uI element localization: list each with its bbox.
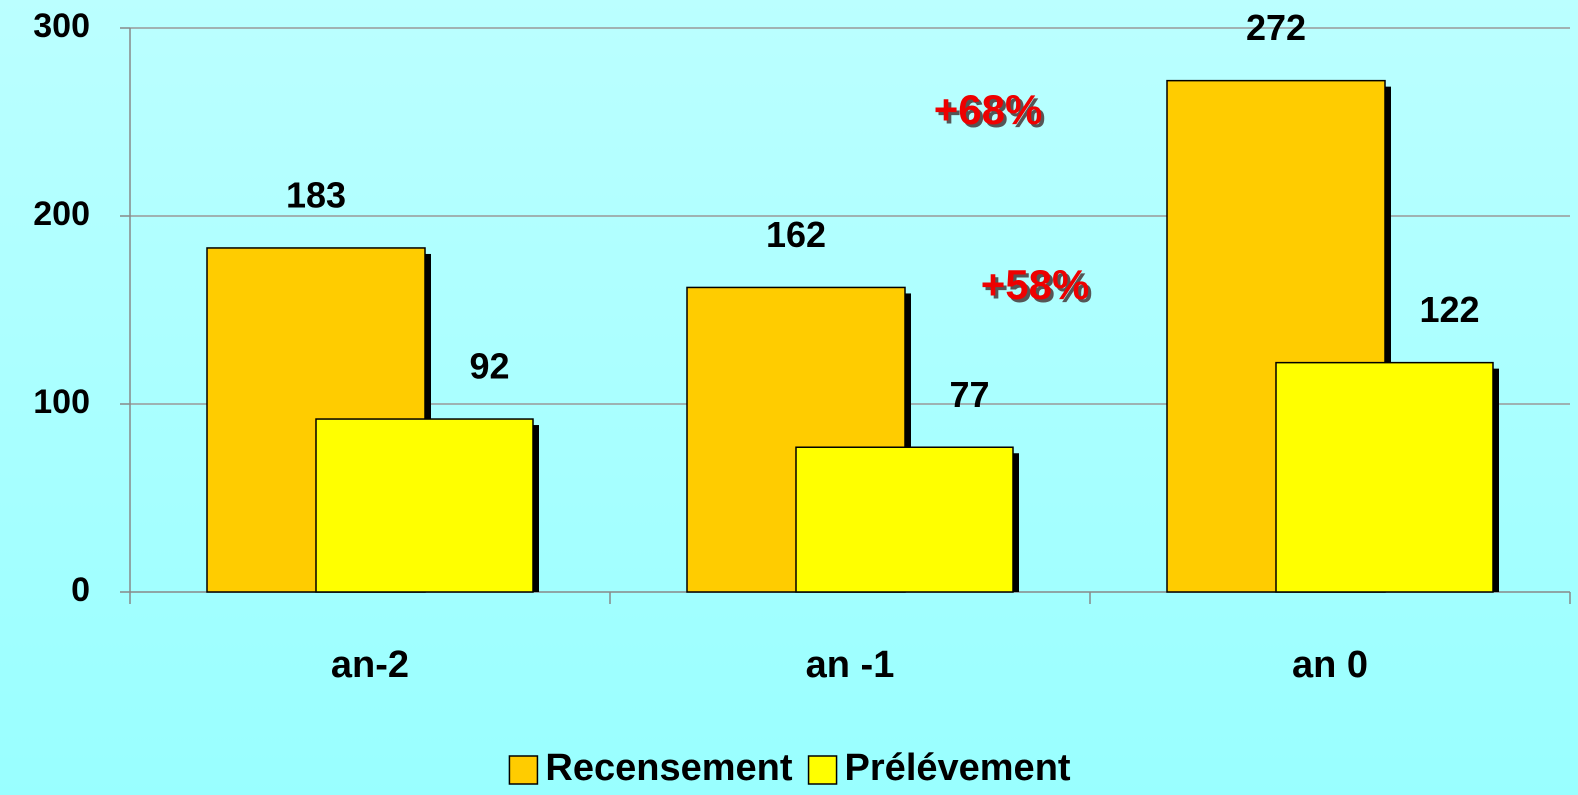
bar xyxy=(315,418,534,593)
data-label: 92 xyxy=(469,346,509,387)
x-tick-label: an -1 xyxy=(806,644,895,686)
annotation-shadow: +58% xyxy=(984,264,1093,311)
annotation-shadow: +68% xyxy=(937,89,1046,136)
legend-label: Prélévement xyxy=(845,747,1071,789)
y-tick-label: 100 xyxy=(33,383,90,421)
data-label: 77 xyxy=(949,374,989,415)
bar xyxy=(1275,361,1494,593)
x-tick-label: an 0 xyxy=(1292,644,1368,686)
annotation: +68% xyxy=(934,86,1043,133)
bar xyxy=(795,446,1014,593)
data-label: 162 xyxy=(766,214,826,255)
legend-label: Recensement xyxy=(545,747,792,789)
data-label: 122 xyxy=(1419,289,1479,330)
y-tick-label: 300 xyxy=(33,7,90,45)
data-label: 183 xyxy=(286,174,346,215)
y-tick-label: 0 xyxy=(71,571,90,609)
y-tick-label: 200 xyxy=(33,195,90,233)
legend-swatch xyxy=(807,755,838,785)
annotation: +58% xyxy=(981,261,1090,308)
data-label: 272 xyxy=(1246,7,1306,48)
x-tick-label: an-2 xyxy=(331,644,409,686)
legend-swatch xyxy=(508,755,539,785)
